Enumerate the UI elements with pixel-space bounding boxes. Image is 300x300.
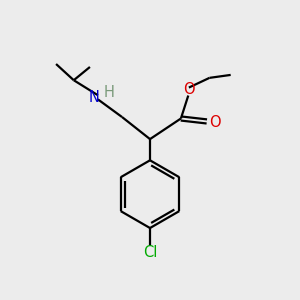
Text: O: O [183,82,195,97]
Text: Cl: Cl [143,245,157,260]
Text: H: H [103,85,115,100]
Text: O: O [209,115,221,130]
Text: N: N [89,90,100,105]
